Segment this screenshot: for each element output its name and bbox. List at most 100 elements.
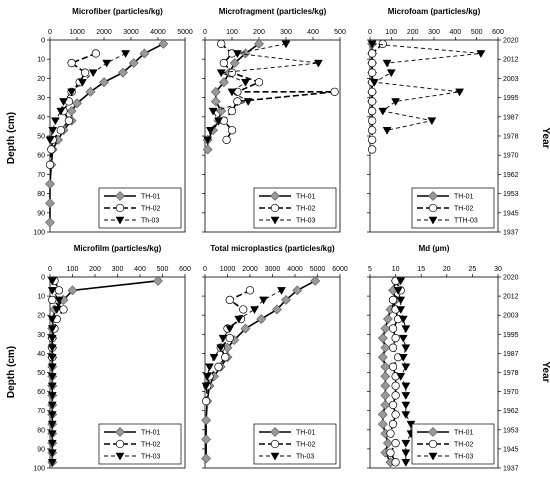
y-tick-label: 0 [41, 38, 45, 45]
x-tick-label: 2000 [96, 29, 112, 36]
data-point [232, 50, 242, 58]
data-point [398, 353, 408, 362]
x-tick-label: 0 [203, 29, 207, 36]
data-point [47, 315, 57, 324]
year-tick-label: 1987 [503, 351, 519, 358]
data-point [47, 363, 57, 372]
data-point [401, 439, 411, 448]
data-point [259, 296, 268, 305]
legend-marker [115, 439, 125, 449]
right-axis-label-top: Year [540, 127, 550, 148]
data-point [45, 179, 55, 189]
legend-label: TH-03 [296, 218, 316, 225]
data-point [80, 68, 90, 77]
data-point [396, 306, 406, 314]
x-tick-label: 1000 [69, 29, 85, 36]
chart-panel-4: Microfilm (particles/kg)0 100 200 300 400 500… [33, 244, 191, 473]
data-point [234, 315, 244, 324]
chart-title: Microfilm (particles/kg) [74, 244, 162, 253]
legend-marker [115, 191, 125, 201]
data-point [401, 411, 411, 420]
data-point [330, 87, 339, 96]
series-line-Th-03 [49, 53, 126, 140]
data-point [47, 459, 57, 467]
data-point [218, 77, 229, 88]
data-point [45, 198, 55, 209]
data-point [254, 38, 264, 49]
y-tick-label: 100 [33, 466, 45, 473]
legend-label: TH-02 [454, 442, 474, 449]
data-point [254, 78, 264, 87]
y-tick-label: 60 [37, 389, 45, 396]
data-point [201, 415, 212, 426]
data-point [56, 107, 66, 116]
data-point [388, 295, 398, 305]
data-point [47, 439, 57, 448]
data-point [391, 458, 400, 467]
data-point [66, 106, 77, 116]
data-point [47, 373, 57, 381]
x-tick-label: 0 [48, 29, 52, 36]
legend-marker [270, 216, 280, 225]
legend-box [253, 187, 337, 229]
year-tick-label: 2003 [503, 313, 519, 320]
data-point [401, 392, 411, 400]
data-point [382, 59, 392, 68]
data-point [233, 97, 242, 106]
data-point [369, 78, 379, 87]
legend-label: TH-01 [296, 430, 316, 437]
data-point [391, 391, 400, 400]
legend-marker [115, 216, 125, 225]
data-point [216, 106, 227, 116]
data-point [401, 325, 411, 334]
data-point [48, 126, 58, 135]
year-tick-label: 2012 [503, 57, 519, 64]
left-axis-label-bottom: Depth (cm) [6, 346, 17, 398]
data-point [378, 39, 387, 48]
data-point [54, 296, 64, 305]
y-tick-label: 0 [41, 275, 45, 282]
data-point [214, 362, 223, 371]
data-point [391, 439, 400, 448]
year-tick-label: 2003 [503, 76, 519, 83]
data-point [153, 275, 163, 286]
x-tick-label: 500 [157, 266, 169, 273]
legend-label: TH-03 [454, 454, 474, 461]
y-tick-label: 70 [37, 408, 45, 415]
data-point [47, 411, 57, 420]
year-tick-label: 2020 [503, 38, 519, 45]
data-point [367, 49, 377, 58]
x-tick-label: 300 [280, 29, 292, 36]
data-point [367, 40, 377, 49]
y-tick-label: 20 [37, 313, 45, 320]
data-point [377, 352, 388, 363]
x-tick-label: 5000 [177, 29, 193, 36]
x-tick-label: 4000 [287, 266, 303, 273]
data-point [388, 362, 398, 371]
data-point [401, 363, 411, 372]
data-point [388, 324, 398, 333]
data-point [67, 88, 77, 97]
data-point [208, 107, 218, 116]
legend-marker [270, 427, 280, 437]
data-point [396, 373, 406, 381]
data-point [377, 419, 388, 429]
legend-marker [115, 427, 125, 437]
legend-marker [428, 203, 438, 213]
data-point [47, 325, 57, 334]
legend-marker [270, 439, 280, 449]
x-tick-label: 3000 [123, 29, 139, 36]
legend-label: TH-02 [296, 206, 316, 213]
y-tick-label: 40 [37, 114, 45, 121]
data-point [102, 59, 112, 68]
data-point [158, 38, 169, 49]
year-tick-label: 1945 [503, 210, 519, 217]
chart-title: Microfragment (particles/kg) [219, 7, 327, 16]
data-point [367, 145, 377, 154]
data-point [377, 409, 388, 420]
data-point [388, 419, 398, 429]
data-point [382, 438, 393, 449]
x-tick-label: 500 [334, 29, 346, 36]
data-point [47, 334, 57, 343]
